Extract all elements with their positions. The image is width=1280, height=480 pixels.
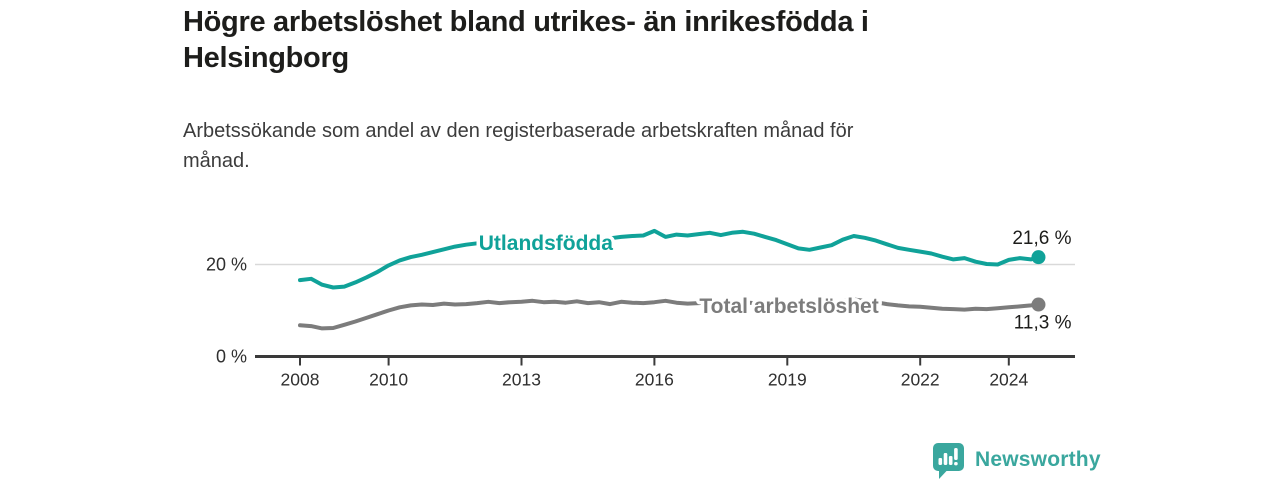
newsworthy-logo-icon: [933, 443, 964, 479]
end-dot-utlandsfodda: [1031, 250, 1046, 265]
x-axis-tick-label: 2010: [369, 370, 408, 390]
chart-title: Högre arbetslöshet bland utrikes- än inr…: [183, 6, 869, 74]
series-label-utlandsfodda: Utlandsfödda: [479, 232, 613, 255]
series-label-total: Total arbetslöshet: [699, 295, 878, 318]
x-axis-tick-label: 2019: [768, 370, 807, 390]
y-axis-tick-label: 0 %: [216, 347, 247, 367]
x-axis-tick-label: 2022: [901, 370, 940, 390]
y-axis-tick-label: 20 %: [206, 255, 247, 275]
x-axis-tick-label: 2016: [635, 370, 674, 390]
x-axis-tick-label: 2013: [502, 370, 541, 390]
end-value-utlandsfodda: 21,6 %: [1012, 228, 1071, 249]
end-dot-total: [1031, 297, 1046, 312]
chart-subtitle: Arbetssökande som andel av den registerb…: [183, 120, 854, 172]
line-total: [298, 297, 1041, 331]
x-axis-tick-label: 2008: [281, 370, 320, 390]
end-value-total: 11,3 %: [1014, 313, 1072, 334]
newsworthy-wordmark: Newsworthy: [975, 448, 1101, 471]
x-axis-tick-label: 2024: [989, 370, 1028, 390]
line-utlandsfodda: [298, 228, 1041, 290]
newsworthy-logo[interactable]: Newsworthy: [930, 441, 1101, 479]
